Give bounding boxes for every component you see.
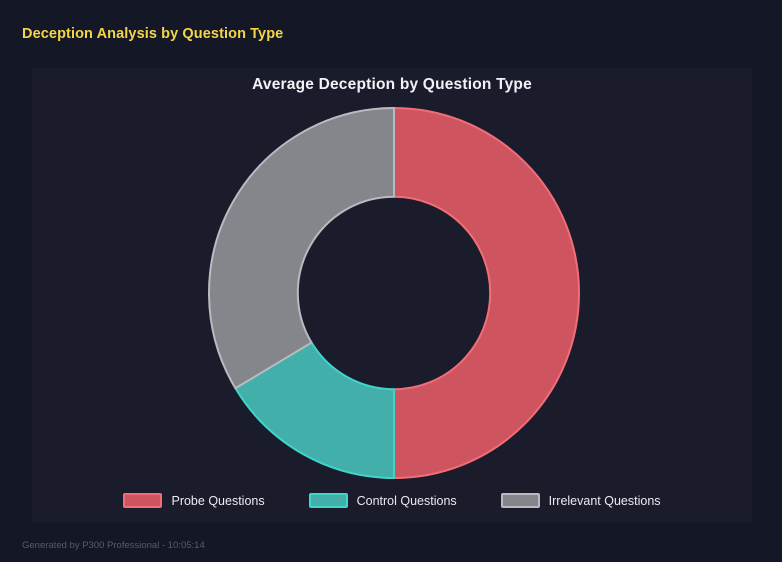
donut-chart-svg bbox=[208, 107, 580, 479]
legend-item[interactable]: Control Questions bbox=[308, 493, 457, 508]
chart-card: Average Deception by Question Type Probe… bbox=[32, 68, 752, 523]
page-title: Deception Analysis by Question Type bbox=[22, 26, 284, 42]
legend-label: Irrelevant Questions bbox=[548, 493, 661, 508]
donut-slice-group bbox=[208, 107, 580, 479]
chart-legend: Probe Questions Control Questions Irreleva… bbox=[32, 493, 752, 508]
legend-item[interactable]: Probe Questions bbox=[123, 493, 265, 508]
legend-swatch bbox=[500, 493, 540, 508]
donut-slice[interactable] bbox=[208, 107, 395, 390]
footer-note: Generated by P300 Professional - 10:05:1… bbox=[22, 540, 205, 551]
chart-title: Average Deception by Question Type bbox=[252, 76, 532, 93]
legend-swatch bbox=[123, 493, 163, 508]
donut-chart bbox=[32, 68, 752, 523]
legend-label: Probe Questions bbox=[171, 493, 265, 508]
legend-item[interactable]: Irrelevant Questions bbox=[500, 493, 661, 508]
donut-slice[interactable] bbox=[393, 107, 580, 479]
legend-swatch bbox=[308, 493, 348, 508]
legend-label: Control Questions bbox=[356, 493, 457, 508]
